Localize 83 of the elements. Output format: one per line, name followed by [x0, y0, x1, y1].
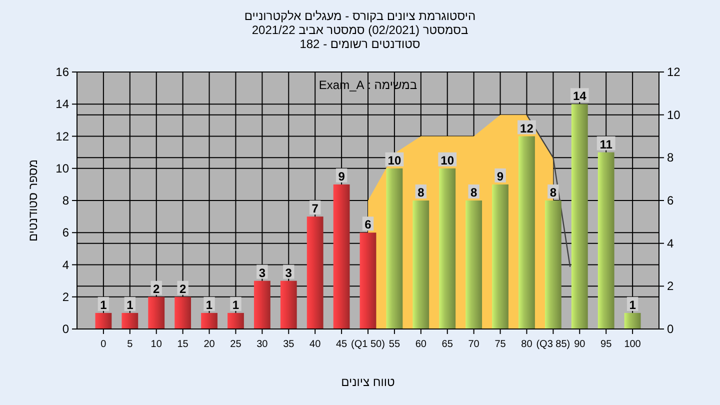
- data-label: 6: [364, 218, 372, 232]
- y-tick-label: 2: [62, 290, 70, 304]
- data-label: 8: [418, 186, 425, 200]
- data-label: 2: [179, 282, 186, 296]
- x-tick-label: 55: [388, 339, 400, 350]
- x-tick-label: 35: [283, 339, 295, 350]
- x-tick-label: (Q3 85): [536, 339, 570, 350]
- bar: [518, 136, 535, 329]
- bar: [95, 312, 112, 329]
- bar: [439, 168, 456, 329]
- bar: [254, 280, 270, 329]
- x-tick-label: 25: [230, 339, 242, 350]
- x-tick-label: 80: [521, 339, 533, 350]
- x-tick-label: 15: [177, 339, 189, 350]
- y2-tick-label: 2: [667, 279, 674, 294]
- bar: [148, 296, 165, 329]
- x-tick-label: 70: [468, 339, 480, 350]
- bar: [544, 200, 562, 329]
- data-label: 2: [153, 282, 160, 296]
- bar: [598, 152, 614, 329]
- x-tick-label: 100: [624, 339, 642, 350]
- bar: [174, 296, 192, 329]
- bar: [386, 168, 403, 329]
- x-tick-label: (Q1 50): [351, 339, 385, 350]
- bar: [466, 200, 482, 329]
- bar: [412, 200, 430, 329]
- y-tick-label: 4: [62, 258, 70, 272]
- x-tick-label: 95: [600, 339, 612, 350]
- y-tick-label: 12: [56, 129, 70, 144]
- data-label: 1: [629, 298, 636, 312]
- x-tick-label: 60: [415, 339, 427, 350]
- data-label: 3: [285, 266, 292, 280]
- y-tick-label: 14: [56, 97, 70, 112]
- data-label: 3: [258, 266, 266, 280]
- bar: [306, 216, 324, 329]
- bar: [571, 104, 588, 329]
- y2-tick-label: 0: [667, 322, 674, 336]
- x-tick-label: 40: [310, 339, 322, 350]
- data-label: 7: [312, 202, 319, 216]
- data-label: 1: [126, 298, 134, 312]
- bar: [122, 312, 138, 329]
- y-tick-label: 8: [62, 194, 70, 208]
- data-label: 9: [338, 169, 346, 184]
- x-tick-label: 5: [127, 339, 134, 350]
- data-label: 1: [206, 298, 213, 312]
- bar: [228, 312, 244, 329]
- y2-tick-label: 6: [667, 194, 674, 208]
- x-axis-title: טווח ציונים: [341, 375, 396, 389]
- data-label: 1: [100, 298, 108, 312]
- x-tick-label: 45: [336, 339, 348, 350]
- x-tick-label: 65: [442, 339, 454, 350]
- y-tick-label: 0: [62, 322, 70, 336]
- y2-tick-label: 4: [667, 236, 674, 250]
- data-label: 8: [550, 186, 557, 200]
- y2-tick-label: 8: [667, 150, 674, 165]
- data-label: 8: [470, 186, 478, 200]
- x-tick-label: 90: [574, 339, 586, 350]
- y-tick-label: 16: [56, 65, 70, 79]
- bar: [360, 232, 376, 329]
- bar: [201, 312, 218, 329]
- data-label: 10: [388, 153, 402, 168]
- data-label: 14: [572, 89, 587, 104]
- data-label: 11: [600, 137, 613, 152]
- y-tick-label: 6: [62, 226, 70, 240]
- data-label: 9: [496, 169, 504, 184]
- data-label: 1: [232, 298, 240, 312]
- bar: [333, 184, 350, 329]
- data-label: 10: [440, 153, 454, 168]
- x-tick-label: 75: [494, 339, 506, 350]
- y-axis-title: מספר סטודנטים: [26, 159, 40, 242]
- bar: [624, 312, 641, 329]
- x-tick-label: 30: [256, 339, 268, 350]
- y-tick-label: 10: [56, 161, 70, 176]
- bar: [492, 184, 508, 329]
- y2-tick-label: 12: [667, 65, 681, 79]
- x-tick-label: 10: [150, 339, 162, 350]
- chart-subtitle: בסמסטר (02/2021) סמסטר אביב 2021/22 סטודנטים רשומים - 182: [252, 23, 468, 51]
- chart-title: היסטוגרמת ציונים בקורס - מעגלים אלקטרוניים: [244, 9, 476, 23]
- x-tick-label: 0: [100, 339, 107, 350]
- y2-tick-label: 10: [667, 108, 681, 122]
- data-label: 12: [520, 121, 534, 136]
- x-tick-label: 20: [204, 339, 216, 350]
- bar: [280, 280, 297, 329]
